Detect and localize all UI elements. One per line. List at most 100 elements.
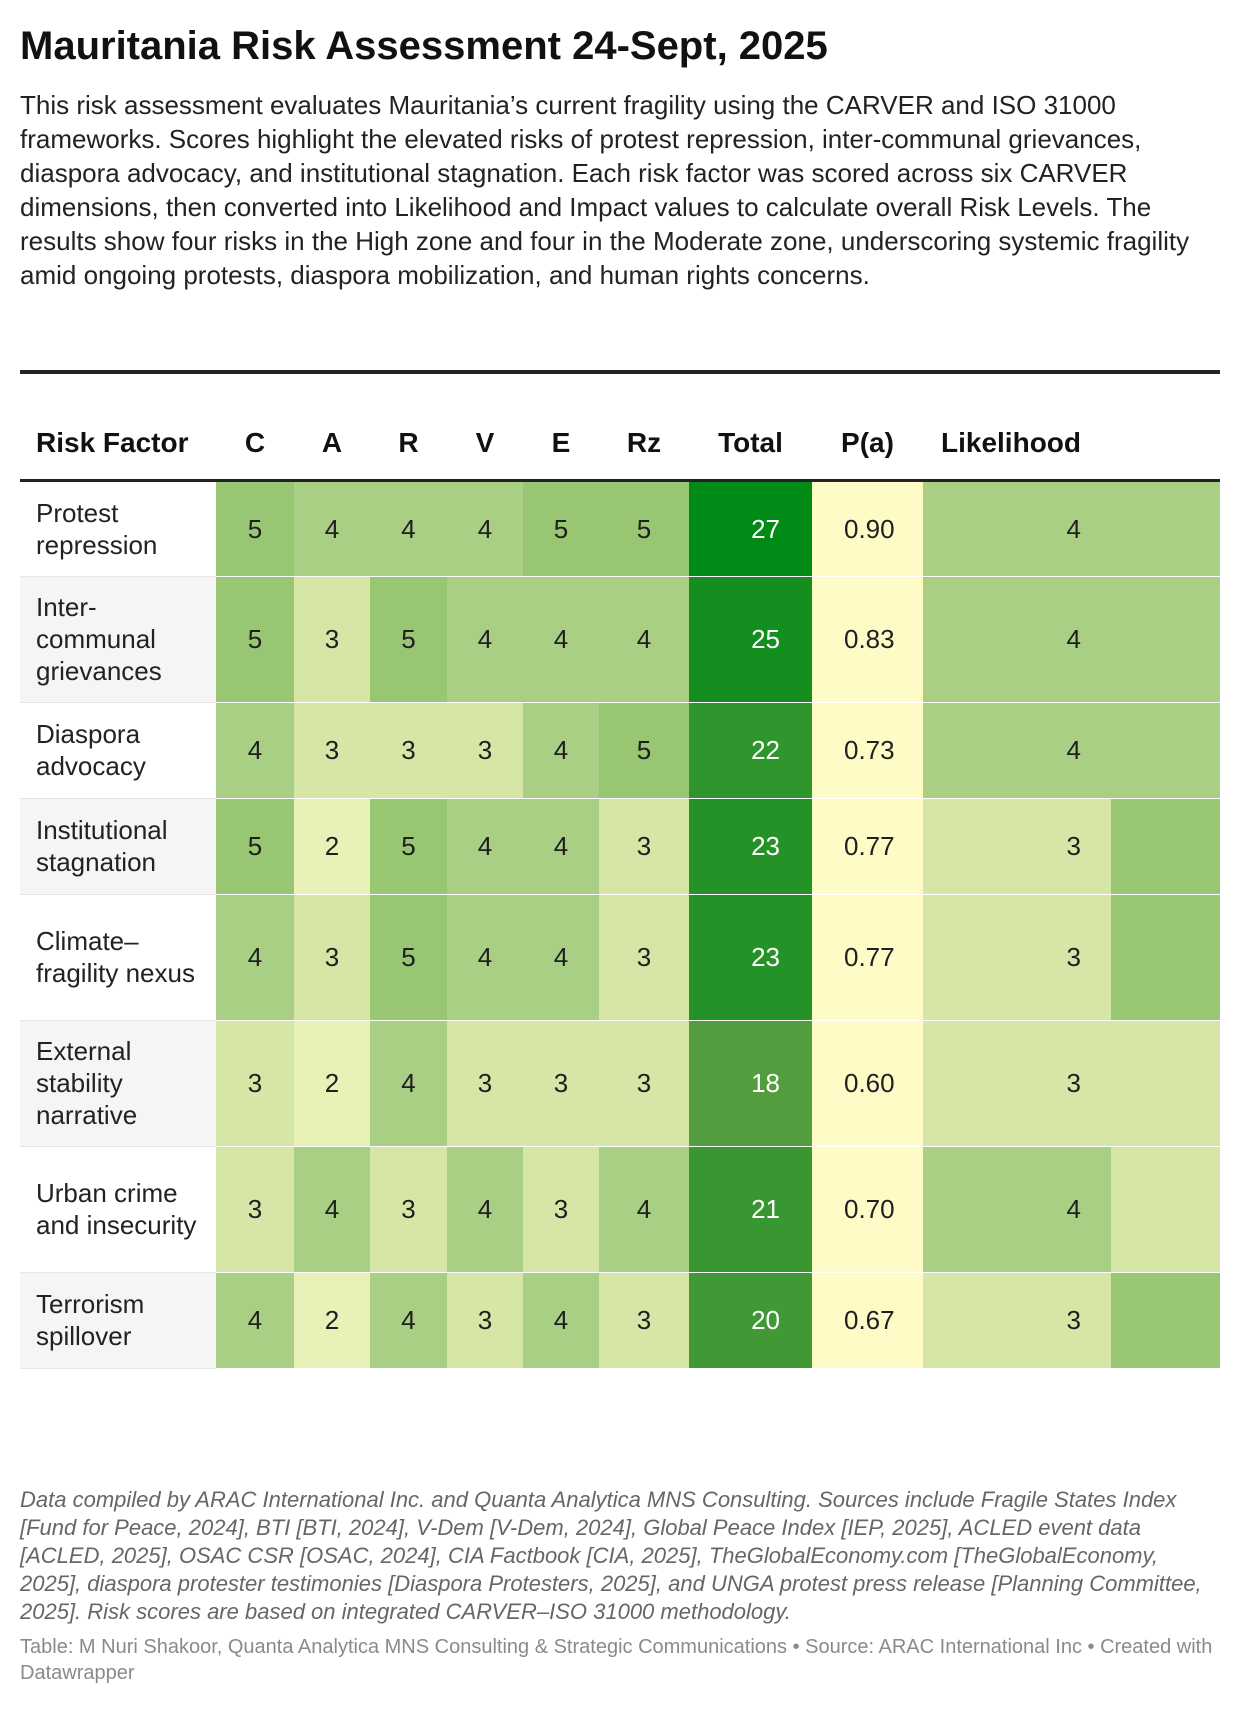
cell-pa: 0.77 — [812, 894, 923, 1021]
cell-risk-factor: Climate–fragility nexus — [20, 894, 216, 1021]
cell-score-r: 4 — [370, 1272, 447, 1369]
cell-likelihood: 3 — [923, 798, 1111, 895]
cell-score-r: 5 — [370, 894, 447, 1021]
header-e[interactable]: E — [523, 374, 599, 482]
header-pa[interactable]: P(a) — [812, 374, 923, 482]
cell-score-rz: 3 — [599, 1272, 689, 1369]
cell-pa: 0.73 — [812, 702, 923, 799]
cell-risk-factor: Diaspora advocacy — [20, 702, 216, 799]
cell-score-a: 3 — [294, 576, 370, 703]
table-row: Institutional stagnation 5 2 5 4 4 3 23 0.77 3 — [20, 798, 1220, 895]
cell-risk-factor: Urban crime and insecurity — [20, 1146, 216, 1273]
cell-score-c: 4 — [216, 702, 294, 799]
header-v[interactable]: V — [447, 374, 523, 482]
cell-total: 23 — [689, 798, 812, 895]
header-total[interactable]: Total — [689, 374, 812, 482]
cell-hidden-column — [1111, 576, 1220, 703]
header-r[interactable]: R — [370, 374, 447, 482]
cell-score-v: 4 — [447, 480, 523, 577]
cell-pa: 0.90 — [812, 480, 923, 577]
cell-score-r: 5 — [370, 576, 447, 703]
cell-score-e: 4 — [523, 1272, 599, 1369]
cell-score-a: 3 — [294, 894, 370, 1021]
cell-total: 18 — [689, 1020, 812, 1147]
header-likelihood[interactable]: Likelihood — [923, 374, 1111, 482]
cell-score-rz: 3 — [599, 798, 689, 895]
chart-description: This risk assessment evaluates Mauritani… — [20, 90, 1190, 290]
cell-score-c: 4 — [216, 894, 294, 1021]
cell-score-rz: 3 — [599, 894, 689, 1021]
cell-hidden-column — [1111, 894, 1220, 1021]
cell-risk-factor: Inter-communal grievances — [20, 576, 216, 703]
cell-score-v: 3 — [447, 702, 523, 799]
header-hidden — [1111, 374, 1220, 482]
cell-score-v: 4 — [447, 894, 523, 1021]
cell-score-v: 4 — [447, 1146, 523, 1273]
cell-hidden-column — [1111, 798, 1220, 895]
cell-risk-factor: Terrorism spillover — [20, 1272, 216, 1369]
cell-score-rz: 4 — [599, 576, 689, 703]
cell-score-c: 5 — [216, 576, 294, 703]
cell-score-c: 5 — [216, 480, 294, 577]
cell-score-e: 4 — [523, 576, 599, 703]
cell-pa: 0.67 — [812, 1272, 923, 1369]
cell-total: 20 — [689, 1272, 812, 1369]
cell-hidden-column — [1111, 1146, 1220, 1273]
header-rz[interactable]: Rz — [599, 374, 689, 482]
table-row: Climate–fragility nexus 4 3 5 4 4 3 23 0.77 3 — [20, 894, 1220, 1021]
table-row: Protest repression 5 4 4 4 5 5 27 0.90 4 — [20, 480, 1220, 577]
chart-title: Mauritania Risk Assessment 24-Sept, 2025 — [20, 24, 828, 68]
cell-pa: 0.70 — [812, 1146, 923, 1273]
cell-score-e: 4 — [523, 702, 599, 799]
cell-score-e: 3 — [523, 1020, 599, 1147]
cell-score-v: 4 — [447, 798, 523, 895]
cell-score-a: 4 — [294, 480, 370, 577]
cell-score-rz: 4 — [599, 1146, 689, 1273]
cell-score-e: 4 — [523, 894, 599, 1021]
cell-hidden-column — [1111, 1272, 1220, 1369]
cell-score-v: 3 — [447, 1020, 523, 1147]
chart-notes: Data compiled by ARAC International Inc.… — [20, 1487, 1202, 1624]
cell-score-a: 2 — [294, 1272, 370, 1369]
header-c[interactable]: C — [216, 374, 294, 482]
cell-score-a: 2 — [294, 798, 370, 895]
table-row: Urban crime and insecurity 3 4 3 4 3 4 21 0.70 4 — [20, 1146, 1220, 1273]
cell-hidden-column — [1111, 702, 1220, 799]
cell-likelihood: 4 — [923, 576, 1111, 703]
cell-score-c: 3 — [216, 1146, 294, 1273]
cell-score-v: 4 — [447, 576, 523, 703]
table-row: External stability narrative 3 2 4 3 3 3 18 0.60… — [20, 1020, 1220, 1147]
cell-likelihood: 4 — [923, 1146, 1111, 1273]
cell-score-e: 4 — [523, 798, 599, 895]
cell-hidden-column — [1111, 480, 1220, 577]
cell-score-v: 3 — [447, 1272, 523, 1369]
cell-likelihood: 3 — [923, 1272, 1111, 1369]
table-row: Inter-communal grievances 5 3 5 4 4 4 25 0.83 4 — [20, 576, 1220, 703]
cell-total: 21 — [689, 1146, 812, 1273]
cell-score-r: 4 — [370, 1020, 447, 1147]
table-row: Diaspora advocacy 4 3 3 3 4 5 22 0.73 4 — [20, 702, 1220, 799]
cell-score-e: 3 — [523, 1146, 599, 1273]
cell-score-c: 4 — [216, 1272, 294, 1369]
table-body: Protest repression 5 4 4 4 5 5 27 0.90 4 Inter-com… — [20, 480, 1220, 1369]
cell-hidden-column — [1111, 1020, 1220, 1147]
cell-score-e: 5 — [523, 480, 599, 577]
cell-total: 25 — [689, 576, 812, 703]
cell-score-rz: 5 — [599, 480, 689, 577]
header-a[interactable]: A — [294, 374, 370, 482]
cell-score-r: 5 — [370, 798, 447, 895]
risk-table: Risk Factor C A R V E Rz Total P(a) Like… — [20, 374, 1220, 1369]
cell-risk-factor: Institutional stagnation — [20, 798, 216, 895]
cell-likelihood: 3 — [923, 894, 1111, 1021]
header-risk-factor[interactable]: Risk Factor — [20, 374, 216, 482]
cell-total: 23 — [689, 894, 812, 1021]
cell-pa: 0.83 — [812, 576, 923, 703]
cell-score-a: 2 — [294, 1020, 370, 1147]
cell-score-a: 3 — [294, 702, 370, 799]
cell-risk-factor: External stability narrative — [20, 1020, 216, 1147]
cell-likelihood: 4 — [923, 702, 1111, 799]
header-row: Risk Factor C A R V E Rz Total P(a) Like… — [20, 374, 1220, 482]
cell-score-rz: 5 — [599, 702, 689, 799]
cell-score-r: 4 — [370, 480, 447, 577]
cell-pa: 0.77 — [812, 798, 923, 895]
